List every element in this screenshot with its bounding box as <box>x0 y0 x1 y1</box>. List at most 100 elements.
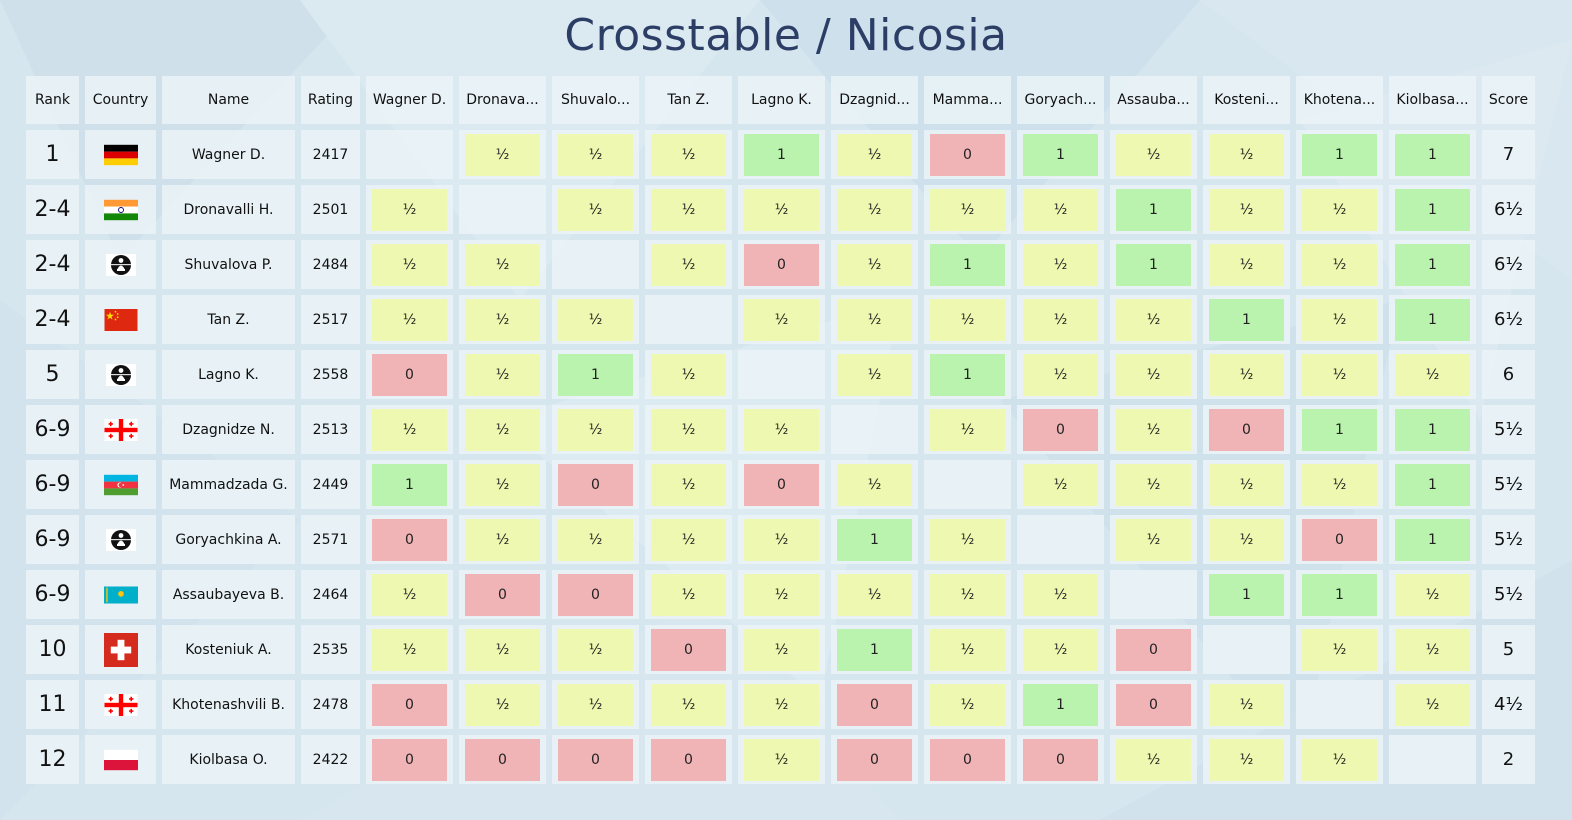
result-cell: ½ <box>1296 735 1383 784</box>
result-cell: ½ <box>1017 625 1104 674</box>
result-draw: ½ <box>372 243 447 286</box>
rating-cell: 2478 <box>301 680 360 729</box>
result-win: 1 <box>1395 408 1470 451</box>
result-draw: ½ <box>1023 463 1098 506</box>
country-cell <box>85 130 156 179</box>
rating-cell: 2464 <box>301 570 360 619</box>
result-draw: ½ <box>465 628 540 671</box>
result-loss: 0 <box>930 133 1005 176</box>
result-cell: 1 <box>831 515 918 564</box>
result-cell: 0 <box>1017 735 1104 784</box>
player-name: Wagner D. <box>162 130 295 179</box>
player-row: 11 Khotenashvili B. 2478 0 ½ ½ ½ ½ 0 ½ 1 0 ½ ½ 4½ <box>26 680 1535 729</box>
result-draw: ½ <box>1209 683 1284 726</box>
player-name: Dronavalli H. <box>162 185 295 234</box>
result-cell: ½ <box>1296 185 1383 234</box>
result-cell: ½ <box>831 240 918 289</box>
rank-cell: 2-4 <box>26 240 79 289</box>
result-cell: ½ <box>1389 680 1476 729</box>
player-name: Tan Z. <box>162 295 295 344</box>
country-cell <box>85 680 156 729</box>
result-cell: ½ <box>459 460 546 509</box>
header-score: Score <box>1482 76 1535 124</box>
player-row: 6-9 Goryachkina A. 2571 0 ½ ½ ½ ½ 1 ½ ½ ½ 0 1 5½ <box>26 515 1535 564</box>
result-cell: ½ <box>924 295 1011 344</box>
result-cell: ½ <box>738 515 825 564</box>
result-cell: ½ <box>738 570 825 619</box>
result-cell: 1 <box>366 460 453 509</box>
fide-flag <box>104 528 138 551</box>
result-cell: ½ <box>1017 185 1104 234</box>
result-cell: ½ <box>1017 240 1104 289</box>
result-cell: ½ <box>552 185 639 234</box>
result-cell: ½ <box>366 405 453 454</box>
azerbaijan-flag <box>103 474 138 496</box>
result-win: 1 <box>837 628 912 671</box>
result-loss: 0 <box>465 573 540 616</box>
country-cell <box>85 185 156 234</box>
result-draw: ½ <box>744 408 819 451</box>
result-cell: 1 <box>1389 515 1476 564</box>
header-opponent: Kiolbasa... <box>1389 76 1476 124</box>
result-cell: 0 <box>738 460 825 509</box>
player-name: Kosteniuk A. <box>162 625 295 674</box>
self-cell <box>552 240 639 289</box>
result-draw: ½ <box>744 628 819 671</box>
result-win: 1 <box>1209 573 1284 616</box>
result-cell: 0 <box>366 680 453 729</box>
country-cell <box>85 625 156 674</box>
result-draw: ½ <box>372 628 447 671</box>
result-draw: ½ <box>930 573 1005 616</box>
self-cell <box>1389 735 1476 784</box>
result-loss: 0 <box>651 628 726 671</box>
result-win: 1 <box>1302 133 1377 176</box>
result-draw: ½ <box>837 243 912 286</box>
result-loss: 0 <box>1302 518 1377 561</box>
result-cell: ½ <box>1110 515 1197 564</box>
score-cell: 5½ <box>1482 570 1535 619</box>
result-draw: ½ <box>1023 188 1098 231</box>
result-cell: 1 <box>1389 405 1476 454</box>
rating-cell: 2571 <box>301 515 360 564</box>
result-win: 1 <box>1023 683 1098 726</box>
result-cell: 0 <box>1110 680 1197 729</box>
result-cell: ½ <box>1296 625 1383 674</box>
player-row: 2-4 Tan Z. 2517 ½ ½ ½ ½ ½ ½ ½ ½ 1 ½ 1 6½ <box>26 295 1535 344</box>
china-flag <box>104 308 138 331</box>
rank-cell: 11 <box>26 680 79 729</box>
result-draw: ½ <box>372 573 447 616</box>
result-draw: ½ <box>1209 463 1284 506</box>
result-cell: ½ <box>366 295 453 344</box>
result-win: 1 <box>930 353 1005 396</box>
rank-cell: 6-9 <box>26 405 79 454</box>
result-draw: ½ <box>1023 573 1098 616</box>
result-draw: ½ <box>744 298 819 341</box>
result-cell: ½ <box>645 515 732 564</box>
result-draw: ½ <box>837 298 912 341</box>
result-draw: ½ <box>651 573 726 616</box>
crosstable-body: 1 Wagner D. 2417 ½ ½ ½ 1 ½ 0 1 ½ ½ 1 1 7 2-4 Dronavalli … <box>26 130 1535 784</box>
result-cell: 0 <box>1110 625 1197 674</box>
result-cell: ½ <box>645 570 732 619</box>
score-cell: 5 <box>1482 625 1535 674</box>
score-cell: 6½ <box>1482 185 1535 234</box>
result-cell: ½ <box>1110 735 1197 784</box>
result-draw: ½ <box>744 683 819 726</box>
country-cell <box>85 350 156 399</box>
result-cell: 1 <box>1203 295 1290 344</box>
result-cell: ½ <box>1017 295 1104 344</box>
self-cell <box>366 130 453 179</box>
header-opponent: Dzagnid... <box>831 76 918 124</box>
result-draw: ½ <box>1116 353 1191 396</box>
result-cell: 1 <box>1296 405 1383 454</box>
score-cell: 7 <box>1482 130 1535 179</box>
result-draw: ½ <box>1209 738 1284 781</box>
result-draw: ½ <box>651 683 726 726</box>
player-name: Assaubayeva B. <box>162 570 295 619</box>
result-draw: ½ <box>744 188 819 231</box>
result-cell: ½ <box>1203 515 1290 564</box>
rating-cell: 2558 <box>301 350 360 399</box>
result-draw: ½ <box>744 573 819 616</box>
rating-cell: 2501 <box>301 185 360 234</box>
result-cell: 0 <box>1017 405 1104 454</box>
